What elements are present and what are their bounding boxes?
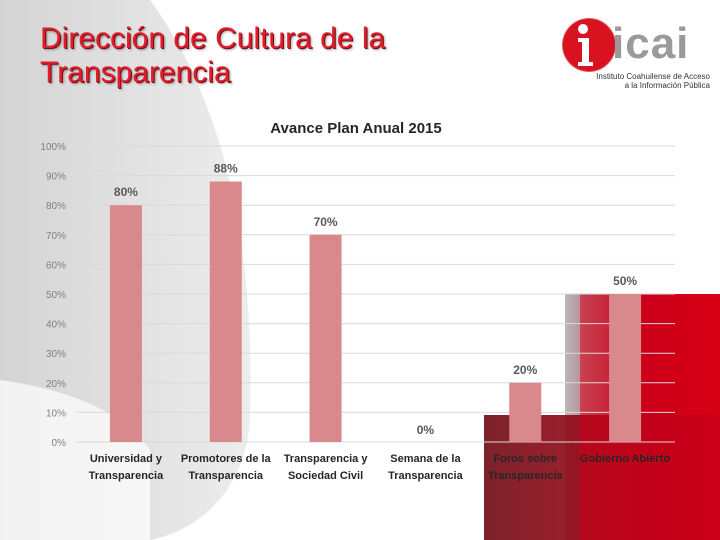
x-category-label: Universidad y (90, 453, 163, 465)
y-tick-label: 50% (46, 290, 66, 301)
data-label: 50% (613, 274, 637, 288)
logo-text: icai (612, 19, 690, 68)
bar (209, 181, 242, 442)
bar (509, 382, 542, 442)
y-tick-label: 90% (46, 172, 66, 183)
icai-logo: icai Instituto Coahuilense de Acceso a l… (560, 10, 710, 92)
y-tick-label: 10% (46, 408, 66, 419)
x-category-label: Gobierno Abierto (580, 453, 670, 465)
data-label: 80% (114, 185, 138, 199)
x-category-label: Semana de la (390, 453, 461, 465)
y-tick-label: 0% (52, 438, 67, 449)
slide-title-line2: Transparencia (40, 56, 231, 89)
bar (309, 234, 342, 442)
y-tick-label: 70% (46, 231, 66, 242)
x-category-label: Sociedad Civil (288, 470, 363, 482)
y-tick-label: 60% (46, 260, 66, 271)
logo-subtitle-line2: a la Información Pública (624, 81, 710, 90)
red-decoration (484, 294, 720, 540)
slide-title: Dirección de Cultura de la Transparencia (40, 22, 385, 90)
data-label: 20% (513, 363, 537, 377)
y-tick-label: 80% (46, 201, 66, 212)
slide-title-line1: Dirección de Cultura de la (40, 22, 386, 55)
x-category-label: Transparencia (188, 470, 263, 482)
x-category-label: Transparencia (89, 470, 164, 482)
x-category-label: Promotores de la (181, 453, 272, 465)
y-tick-label: 30% (46, 349, 66, 360)
x-category-label: Foros sobre (493, 453, 557, 465)
logo-subtitle: Instituto Coahuilense de Acceso a la Inf… (560, 72, 710, 90)
y-tick-label: 20% (46, 379, 66, 390)
bar (109, 205, 142, 442)
y-tick-label: 100% (40, 142, 66, 153)
x-category-label: Transparencia (488, 470, 563, 482)
y-tick-label: 40% (46, 320, 66, 331)
data-label: 70% (314, 215, 338, 229)
data-label: 0% (417, 423, 435, 437)
logo-subtitle-line1: Instituto Coahuilense de Acceso (596, 72, 710, 81)
x-category-label: Transparencia (388, 470, 463, 482)
data-label: 88% (214, 162, 238, 176)
bar (609, 294, 642, 442)
x-category-label: Transparencia y (284, 453, 369, 465)
info-i-icon (562, 17, 616, 73)
chart-title: Avance Plan Anual 2015 (270, 120, 441, 137)
